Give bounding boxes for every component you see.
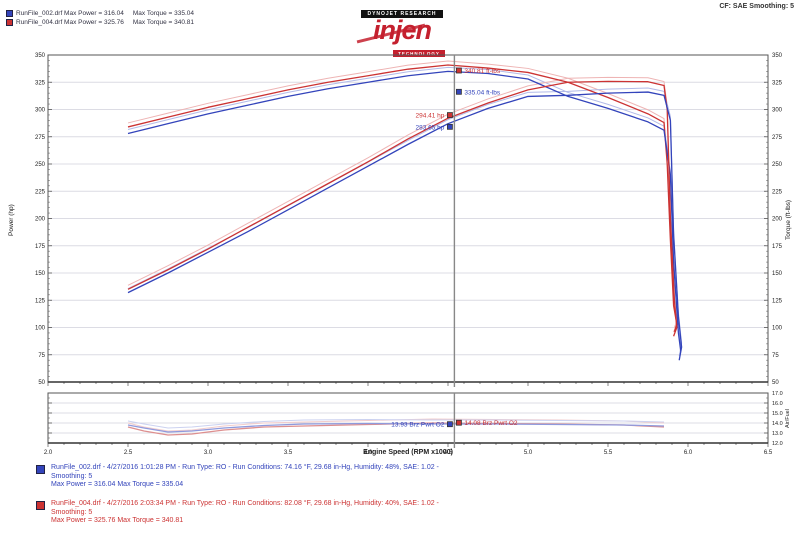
svg-text:340.81 ft-lbs: 340.81 ft-lbs xyxy=(464,68,501,75)
run-detail-block: RunFile_002.drf - 4/27/2016 1:01:28 PM -… xyxy=(36,464,439,490)
svg-text:125: 125 xyxy=(772,298,783,304)
run-detail-line: RunFile_002.drf - 4/27/2016 1:01:28 PM -… xyxy=(51,464,439,471)
afr-axis-title: Air/Fuel xyxy=(785,409,791,429)
svg-text:2.0: 2.0 xyxy=(44,450,53,456)
run-detail-line: Max Power = 325.76 Max Torque = 340.81 xyxy=(51,517,184,524)
left-axis-title: Power (hp) xyxy=(8,204,15,236)
svg-text:4.5: 4.5 xyxy=(444,450,453,456)
svg-text:2.5: 2.5 xyxy=(124,450,133,456)
run-summary-legend: RunFile_002.drf Max Power = 316.04 Max T… xyxy=(6,10,194,28)
run-summary-text: RunFile_004.drf Max Power = 325.76 Max T… xyxy=(16,19,195,26)
svg-text:175: 175 xyxy=(35,244,46,250)
run-summary-text: RunFile_002.drf Max Power = 316.04 Max T… xyxy=(16,10,195,17)
svg-text:50: 50 xyxy=(772,380,779,386)
svg-text:14.0: 14.0 xyxy=(772,421,783,427)
svg-text:283.65 hp: 283.65 hp xyxy=(415,124,444,131)
svg-text:5.0: 5.0 xyxy=(524,450,533,456)
run-detail-text: RunFile_004.drf - 4/27/2016 2:03:34 PM -… xyxy=(51,500,439,526)
svg-text:225: 225 xyxy=(772,189,783,195)
right-axis-title: Torque (ft-lbs) xyxy=(785,199,792,241)
svg-text:17.0: 17.0 xyxy=(772,391,783,397)
svg-text:300: 300 xyxy=(772,108,783,114)
svg-text:15.0: 15.0 xyxy=(772,411,783,417)
svg-text:75: 75 xyxy=(772,353,779,359)
run-detail-text: RunFile_002.drf - 4/27/2016 1:01:28 PM -… xyxy=(51,464,439,490)
run-detail-line: Max Power = 316.04 Max Torque = 335.04 xyxy=(51,481,184,488)
run-summary-row: RunFile_004.drf Max Power = 325.76 Max T… xyxy=(6,19,194,26)
svg-text:75: 75 xyxy=(38,353,45,359)
svg-text:275: 275 xyxy=(35,135,46,141)
svg-text:50: 50 xyxy=(38,380,45,386)
svg-text:300: 300 xyxy=(35,108,46,114)
run-detail-line: Smoothing: 5 xyxy=(51,508,93,516)
svg-text:175: 175 xyxy=(772,244,783,250)
svg-text:200: 200 xyxy=(35,217,46,223)
run-color-swatch xyxy=(36,465,45,474)
run-summary-row: RunFile_002.drf Max Power = 316.04 Max T… xyxy=(6,10,194,17)
svg-text:13.0: 13.0 xyxy=(772,431,783,437)
svg-text:150: 150 xyxy=(35,271,46,277)
run-color-swatch xyxy=(6,10,13,17)
svg-text:3.0: 3.0 xyxy=(204,450,213,456)
logo-top-banner: DYNOJET RESEARCH xyxy=(361,10,443,18)
svg-text:350: 350 xyxy=(35,53,46,59)
svg-text:6.5: 6.5 xyxy=(764,450,773,456)
svg-text:100: 100 xyxy=(772,326,783,332)
svg-text:6.0: 6.0 xyxy=(684,450,693,456)
logo-bottom-banner: TECHNOLOGY xyxy=(393,50,445,57)
svg-text:125: 125 xyxy=(35,298,46,304)
svg-text:200: 200 xyxy=(772,217,783,223)
svg-text:3.5: 3.5 xyxy=(284,450,293,456)
run-color-swatch xyxy=(36,501,45,510)
svg-text:13.93 Brz Pwrt O2: 13.93 Brz Pwrt O2 xyxy=(391,422,444,429)
svg-text:250: 250 xyxy=(35,162,46,168)
svg-text:4.0: 4.0 xyxy=(364,450,373,456)
svg-text:335.04 ft-lbs: 335.04 ft-lbs xyxy=(464,89,501,96)
injen-logo: DYNOJET RESEARCH injen TECHNOLOGY xyxy=(338,2,466,57)
correction-factor-label: CF: SAE Smoothing: 5 xyxy=(719,3,794,10)
svg-text:325: 325 xyxy=(772,80,783,86)
svg-text:100: 100 xyxy=(35,326,46,332)
svg-text:5.5: 5.5 xyxy=(604,450,613,456)
svg-text:12.0: 12.0 xyxy=(772,441,783,447)
svg-text:250: 250 xyxy=(772,162,783,168)
run-detail-line: Smoothing: 5 xyxy=(51,472,93,480)
svg-text:350: 350 xyxy=(772,53,783,59)
x-axis-title: Engine Speed (RPM x1000) xyxy=(363,449,453,456)
run-color-swatch xyxy=(6,19,13,26)
svg-text:150: 150 xyxy=(772,271,783,277)
run-detail-block: RunFile_004.drf - 4/27/2016 2:03:34 PM -… xyxy=(36,500,439,526)
svg-text:14.08 Brz Pwrt O2: 14.08 Brz Pwrt O2 xyxy=(464,420,517,427)
svg-text:325: 325 xyxy=(35,80,46,86)
svg-text:16.0: 16.0 xyxy=(772,401,783,407)
svg-text:225: 225 xyxy=(35,189,46,195)
run-detail-line: RunFile_004.drf - 4/27/2016 2:03:34 PM -… xyxy=(51,500,439,507)
svg-text:275: 275 xyxy=(772,135,783,141)
svg-text:294.41 hp: 294.41 hp xyxy=(415,113,444,120)
